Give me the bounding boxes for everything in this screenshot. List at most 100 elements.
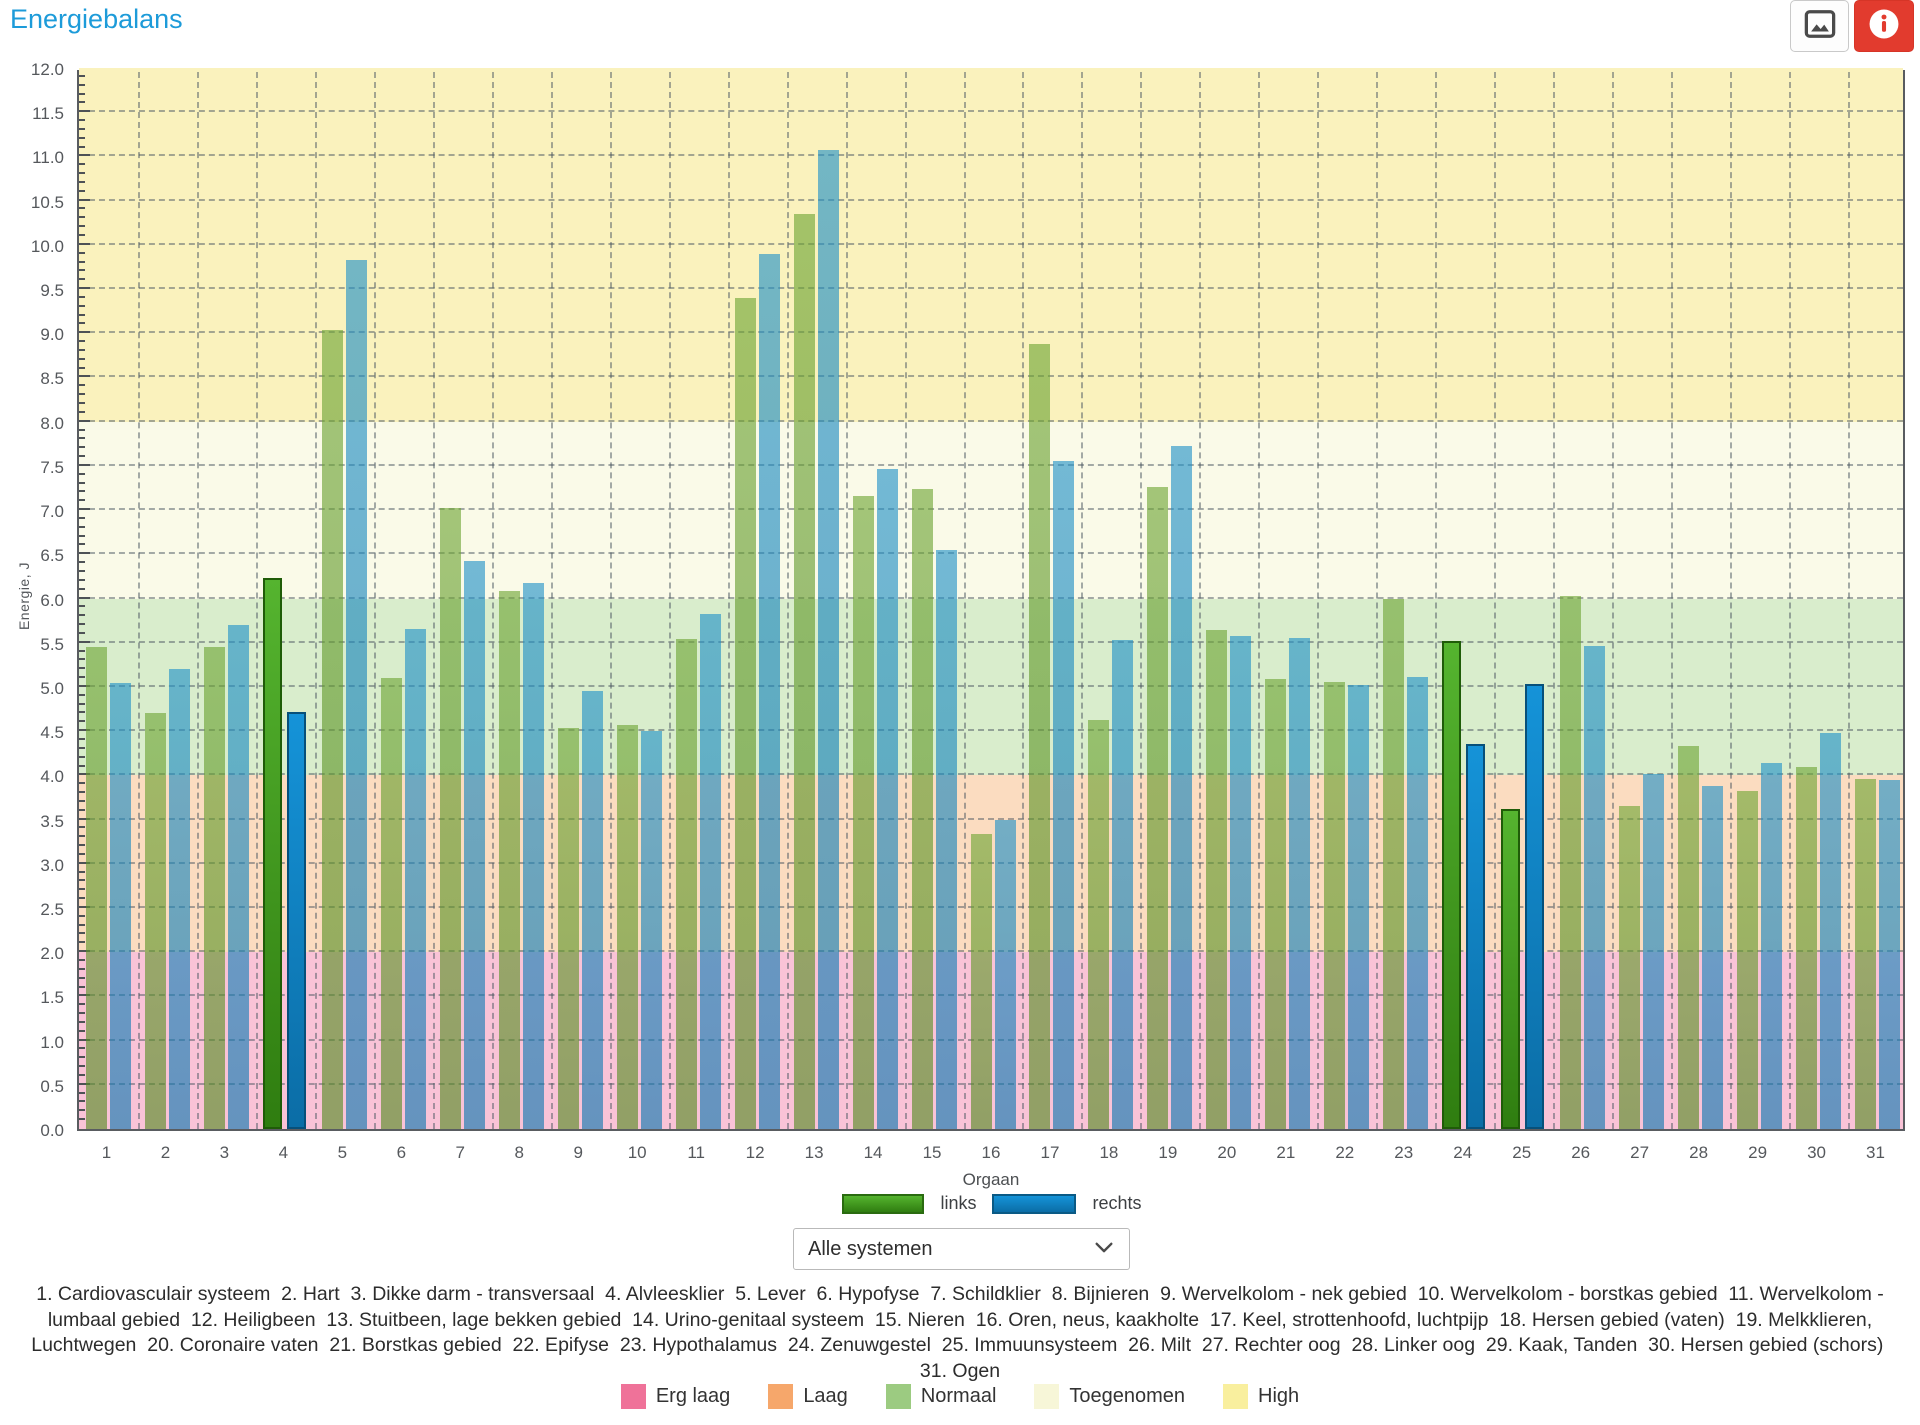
y-axis-tick (79, 879, 85, 882)
x-tick-label: 10 (627, 1143, 647, 1162)
grid-hline (79, 110, 1903, 113)
bar-rechts-14[interactable] (876, 469, 898, 1129)
bar-rechts-3[interactable] (227, 625, 249, 1129)
x-tick-label: 21 (1276, 1143, 1296, 1162)
bar-links-7[interactable] (439, 508, 461, 1129)
bar-links-12[interactable] (734, 297, 756, 1129)
bar-links-10[interactable] (616, 724, 638, 1129)
bands-legend-label: Toegenomen (1069, 1385, 1186, 1407)
bar-links-21[interactable] (1265, 678, 1287, 1129)
bar-links-24[interactable] (1442, 640, 1462, 1129)
bar-links-11[interactable] (675, 639, 697, 1129)
bar-rechts-20[interactable] (1230, 635, 1252, 1129)
grid-vline (845, 72, 848, 1129)
bar-links-22[interactable] (1324, 681, 1346, 1129)
y-axis-tick (79, 561, 85, 564)
export-image-button[interactable] (1790, 0, 1849, 52)
bar-rechts-21[interactable] (1289, 638, 1311, 1129)
bar-rechts-30[interactable] (1820, 732, 1842, 1129)
bar-rechts-9[interactable] (581, 691, 603, 1129)
x-tick-label: 25 (1512, 1143, 1532, 1162)
bar-rechts-29[interactable] (1761, 762, 1783, 1129)
bar-rechts-1[interactable] (109, 682, 131, 1129)
bar-rechts-8[interactable] (522, 583, 544, 1129)
y-axis-tick (79, 74, 85, 77)
y-axis-tick (79, 127, 85, 130)
y-axis-tick (79, 198, 90, 201)
bar-links-14[interactable] (852, 495, 874, 1129)
system-select[interactable]: Alle systemen (793, 1228, 1130, 1270)
bar-links-19[interactable] (1147, 487, 1169, 1129)
bar-links-15[interactable] (911, 488, 933, 1129)
grid-vline (1376, 72, 1379, 1129)
grid-vline (550, 72, 553, 1129)
bar-rechts-19[interactable] (1171, 445, 1193, 1129)
bar-rechts-23[interactable] (1407, 677, 1429, 1129)
bar-rechts-12[interactable] (758, 253, 780, 1129)
x-tick-label: 8 (514, 1143, 524, 1162)
bar-rechts-11[interactable] (699, 614, 721, 1129)
bar-links-1[interactable] (85, 647, 107, 1129)
bar-rechts-28[interactable] (1702, 785, 1724, 1129)
bar-links-30[interactable] (1796, 766, 1818, 1129)
bar-rechts-18[interactable] (1112, 640, 1134, 1129)
grid-vline (1022, 72, 1025, 1129)
bar-rechts-16[interactable] (994, 819, 1016, 1129)
bar-rechts-7[interactable] (463, 561, 485, 1129)
bar-rechts-17[interactable] (1053, 460, 1075, 1129)
bar-rechts-6[interactable] (404, 629, 426, 1129)
y-axis-tick (79, 649, 85, 652)
bar-links-28[interactable] (1678, 746, 1700, 1129)
bar-rechts-13[interactable] (817, 150, 839, 1129)
bar-links-9[interactable] (557, 728, 579, 1129)
bar-links-5[interactable] (321, 329, 343, 1129)
bar-links-17[interactable] (1029, 343, 1051, 1129)
grid-vline (1789, 72, 1792, 1129)
bar-links-4[interactable] (262, 578, 282, 1129)
bar-rechts-10[interactable] (640, 731, 662, 1129)
bar-links-20[interactable] (1206, 630, 1228, 1129)
y-axis-tick (79, 729, 90, 732)
x-tick-label: 16 (981, 1143, 1001, 1162)
bar-links-8[interactable] (498, 591, 520, 1129)
bar-links-23[interactable] (1383, 598, 1405, 1129)
grid-hline (79, 154, 1903, 157)
x-tick-label: 18 (1099, 1143, 1119, 1162)
y-axis-tick (79, 817, 90, 820)
bar-rechts-2[interactable] (168, 669, 190, 1129)
bar-links-29[interactable] (1737, 791, 1759, 1129)
bands-legend-label: Erg laag (655, 1385, 731, 1407)
bar-rechts-5[interactable] (345, 259, 367, 1129)
bar-links-18[interactable] (1088, 719, 1110, 1129)
y-axis-tick (79, 844, 85, 847)
y-axis-tick (79, 225, 85, 228)
bar-rechts-15[interactable] (935, 549, 957, 1129)
bar-links-25[interactable] (1501, 808, 1521, 1129)
info-button[interactable] (1854, 0, 1914, 52)
bar-rechts-25[interactable] (1525, 684, 1545, 1129)
y-axis-tick (79, 605, 85, 608)
y-tick-label: 3.0 (40, 855, 64, 875)
y-axis-tick (79, 941, 85, 944)
bar-links-31[interactable] (1855, 778, 1877, 1129)
bar-rechts-24[interactable] (1466, 743, 1486, 1129)
bar-rechts-4[interactable] (286, 711, 306, 1129)
y-axis-tick (79, 101, 85, 104)
bar-rechts-31[interactable] (1879, 779, 1901, 1129)
bar-links-16[interactable] (970, 833, 992, 1129)
y-axis-tick (79, 932, 85, 935)
bar-rechts-27[interactable] (1643, 773, 1665, 1129)
bar-links-2[interactable] (144, 713, 166, 1129)
bar-links-6[interactable] (380, 678, 402, 1129)
bar-rechts-26[interactable] (1584, 646, 1606, 1129)
bar-links-27[interactable] (1619, 806, 1641, 1129)
bar-links-3[interactable] (203, 647, 225, 1129)
y-axis-tick (79, 631, 85, 634)
y-axis-tick (79, 676, 85, 679)
bar-links-13[interactable] (793, 213, 815, 1129)
bar-rechts-22[interactable] (1348, 685, 1370, 1129)
y-tick-label: 5.5 (40, 634, 64, 654)
bar-links-26[interactable] (1560, 595, 1582, 1129)
bands-legend-item: Erg laag (620, 1384, 731, 1409)
